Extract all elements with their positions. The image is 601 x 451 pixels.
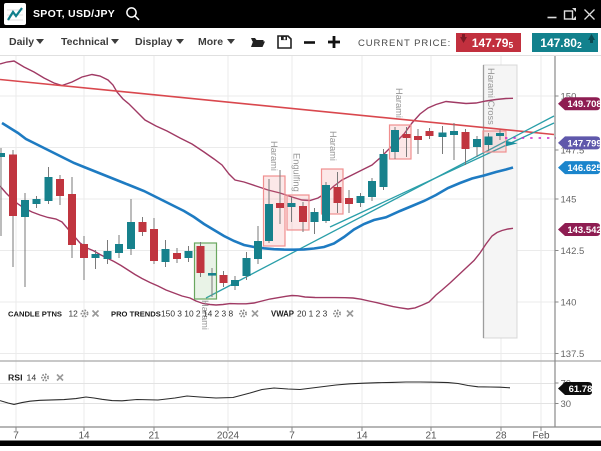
svg-text:14: 14 (356, 431, 368, 442)
svg-text:RSI: RSI (8, 373, 22, 383)
svg-text:14: 14 (78, 431, 90, 442)
svg-text:142.5: 142.5 (561, 246, 585, 257)
svg-text:7: 7 (289, 431, 295, 442)
svg-text:137.5: 137.5 (561, 349, 585, 360)
svg-text:Engulfing: Engulfing (292, 153, 302, 192)
svg-text:Feb: Feb (532, 431, 550, 442)
svg-text:30: 30 (561, 399, 572, 410)
svg-text:145: 145 (561, 194, 577, 205)
svg-text:12: 12 (69, 309, 79, 319)
svg-text:Harami: Harami (269, 141, 279, 171)
svg-text:140: 140 (561, 297, 577, 308)
svg-text:146.625: 146.625 (567, 163, 601, 174)
svg-text:VWAP: VWAP (271, 310, 294, 319)
svg-text:147.799: 147.799 (567, 138, 601, 149)
svg-text:21: 21 (148, 431, 160, 442)
svg-text:Harami: Harami (394, 88, 404, 118)
svg-text:147.5: 147.5 (561, 145, 585, 156)
svg-text:28: 28 (495, 431, 507, 442)
svg-text:149.708: 149.708 (567, 99, 601, 110)
svg-text:Harami Cross: Harami Cross (486, 68, 496, 125)
svg-text:150 3 10 2 14 2 3 8: 150 3 10 2 14 2 3 8 (161, 309, 234, 319)
svg-text:21: 21 (425, 431, 437, 442)
svg-text:PRO TRENDS: PRO TRENDS (111, 310, 161, 319)
svg-text:2024: 2024 (217, 431, 240, 442)
svg-text:61.78: 61.78 (569, 384, 593, 395)
svg-text:CANDLE PTNS: CANDLE PTNS (8, 310, 62, 319)
svg-text:7: 7 (13, 431, 19, 442)
svg-text:14: 14 (27, 373, 37, 383)
svg-text:Harami: Harami (200, 300, 210, 330)
svg-text:143.542: 143.542 (567, 225, 601, 236)
svg-text:150: 150 (561, 91, 577, 102)
svg-text:20 1 2 3: 20 1 2 3 (297, 309, 328, 319)
svg-text:Harami: Harami (328, 131, 338, 161)
